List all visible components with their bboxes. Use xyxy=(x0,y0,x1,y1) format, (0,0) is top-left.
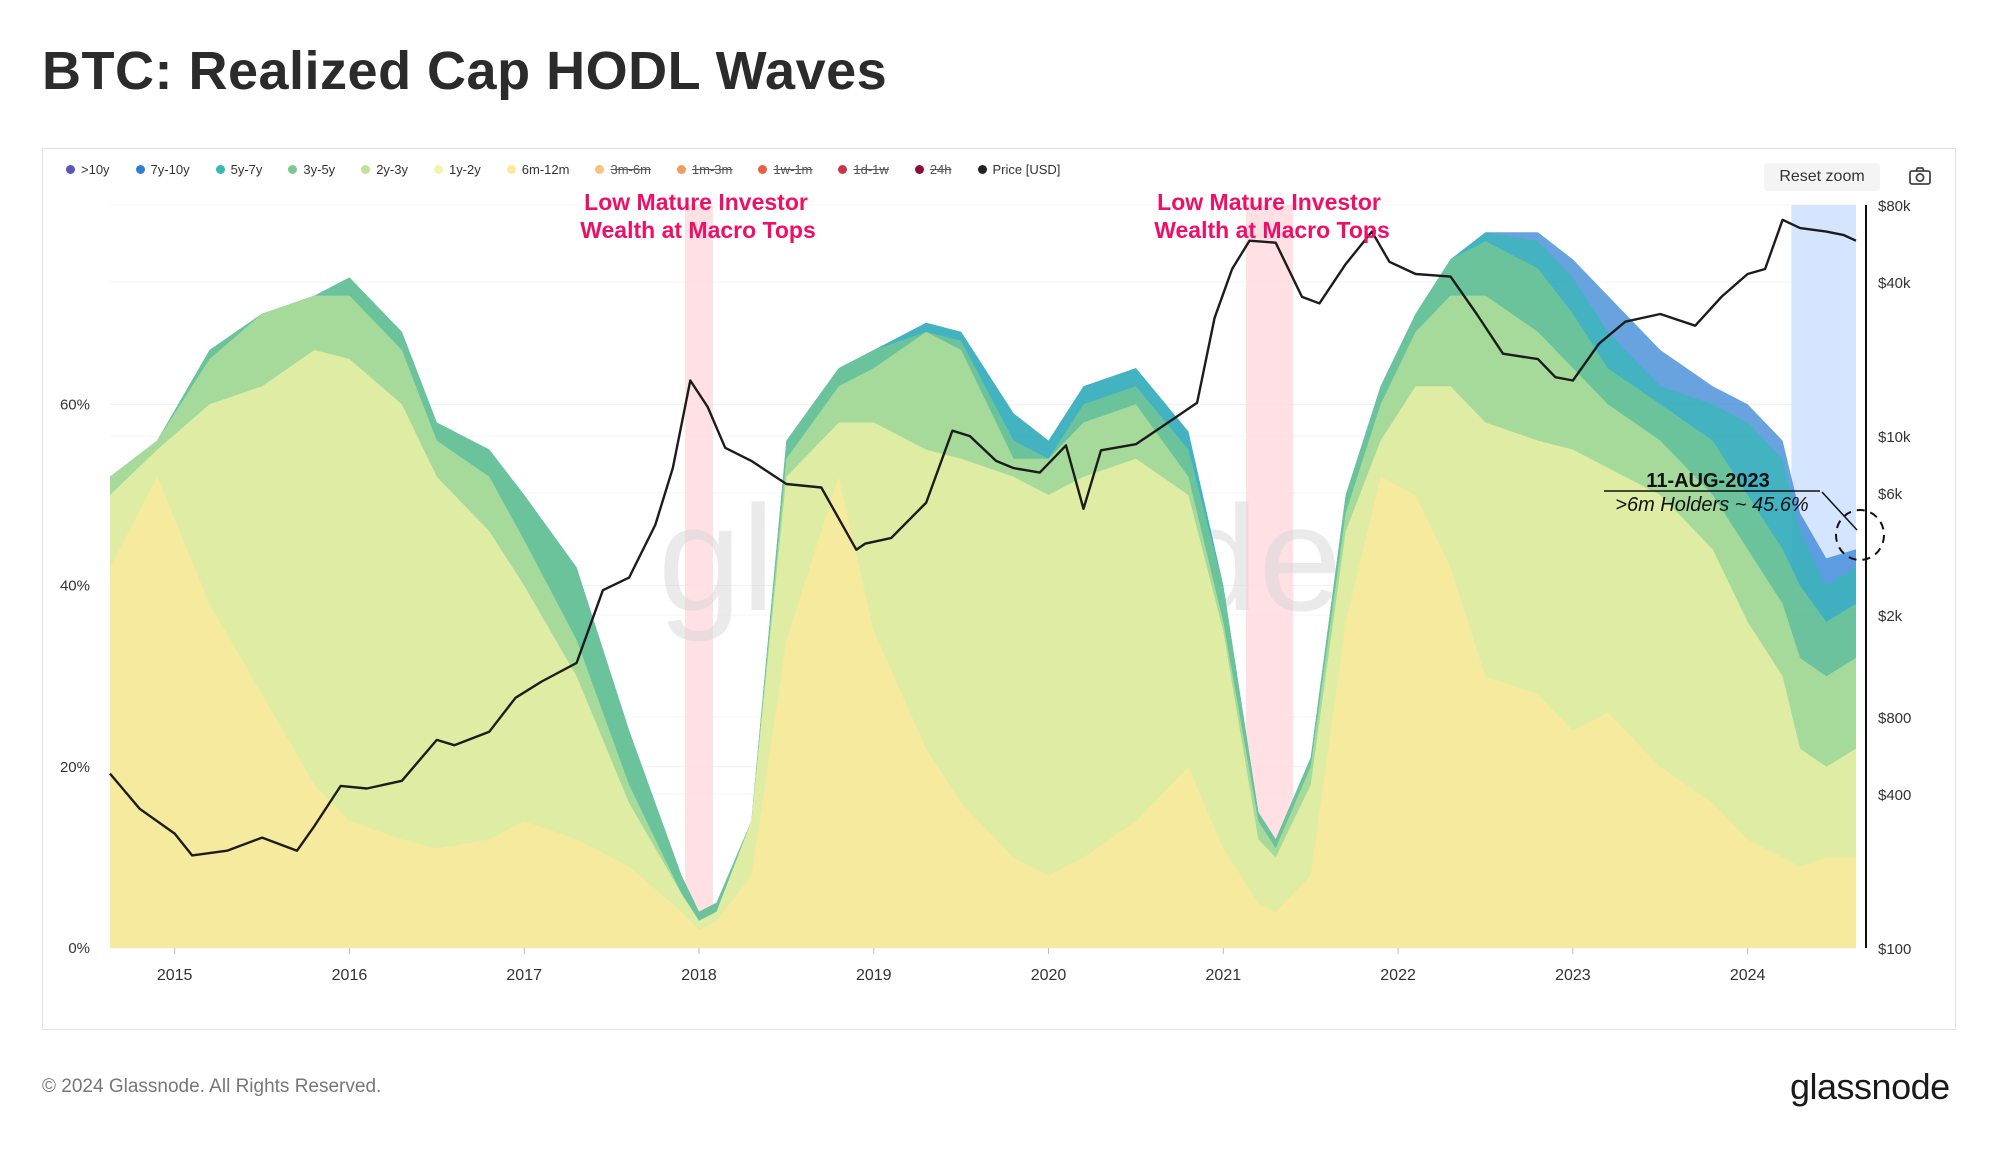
legend-label: 3m-6m xyxy=(610,162,651,177)
legend-item[interactable]: 1y-2y xyxy=(433,162,481,177)
legend-label: 1y-2y xyxy=(448,162,481,177)
legend-dot-icon xyxy=(66,165,75,174)
legend-dot-icon xyxy=(758,165,768,174)
legend-label: 1w-1m xyxy=(773,162,813,177)
legend-item[interactable]: >10y xyxy=(66,162,110,177)
legend-dot-icon xyxy=(433,165,443,174)
legend-item[interactable]: 3y-5y xyxy=(288,162,335,177)
legend-label: 3y-5y xyxy=(303,162,336,177)
legend-dot-icon xyxy=(676,165,686,174)
legend-label: >10y xyxy=(81,162,110,177)
legend-label: 2y-3y xyxy=(376,162,408,177)
legend-item[interactable]: 2y-3y xyxy=(361,162,408,177)
brand-logo: glassnode xyxy=(1790,1066,1950,1107)
legend-dot-icon xyxy=(838,165,848,174)
legend-dot-icon xyxy=(914,165,924,174)
legend-item[interactable]: 3m-6m xyxy=(595,162,651,177)
chart-legend: >10y 7y-10y 5y-7y 3y-5y 2y-3y 1y-2y 6m-12m 3m-6… xyxy=(66,162,1086,177)
legend-label: 5y-7y xyxy=(230,162,263,177)
legend-dot-icon xyxy=(977,165,987,174)
copyright: © 2024 Glassnode. All Rights Reserved. xyxy=(42,1076,382,1097)
legend-dot-icon xyxy=(361,165,371,174)
legend-item[interactable]: 1w-1m xyxy=(758,162,812,177)
reset-zoom-button[interactable]: Reset zoom xyxy=(1764,163,1880,191)
legend-item[interactable]: Price [USD] xyxy=(977,162,1061,177)
legend-dot-icon xyxy=(288,165,298,174)
legend-label: 1m-3m xyxy=(691,162,733,177)
page-title: BTC: Realized Cap HODL Waves xyxy=(42,41,888,101)
legend-label: 1d-1w xyxy=(853,162,889,177)
legend-item[interactable]: 1d-1w xyxy=(838,162,889,177)
chart-panel xyxy=(42,148,1956,1030)
legend-item[interactable]: 5y-7y xyxy=(215,162,263,177)
legend-dot-icon xyxy=(506,165,516,174)
legend-label: 6m-12m xyxy=(521,162,570,177)
legend-dot-icon xyxy=(595,165,605,174)
legend-item[interactable]: 7y-10y xyxy=(135,162,190,177)
camera-icon[interactable] xyxy=(1908,166,1932,186)
legend-dot-icon xyxy=(215,165,225,174)
legend-item[interactable]: 24h xyxy=(914,162,952,177)
legend-label: 7y-10y xyxy=(150,162,190,177)
legend-item[interactable]: 6m-12m xyxy=(506,162,570,177)
legend-label: Price [USD] xyxy=(992,162,1061,177)
legend-label: 24h xyxy=(929,162,952,177)
legend-dot-icon xyxy=(135,165,145,174)
legend-item[interactable]: 1m-3m xyxy=(676,162,733,177)
